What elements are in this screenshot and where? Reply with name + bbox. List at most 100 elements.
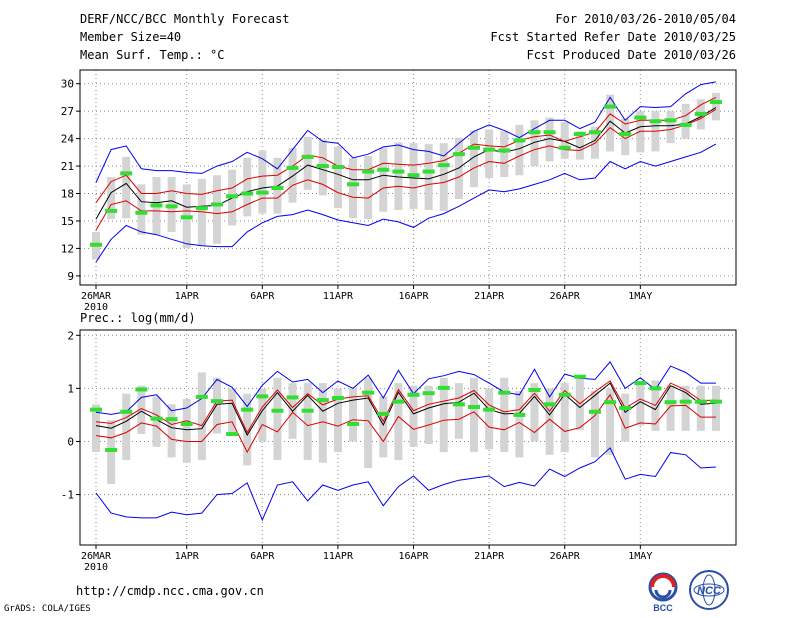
chart-panel-1: 9 12 15 18 21 24 27 30 26MAR 1APR 6APR 11APR 16APR 21…	[61, 69, 737, 313]
variable-label: Mean Surf. Temp.: °C	[80, 48, 225, 62]
y-tick-label: 0	[67, 435, 74, 448]
spread-box	[470, 377, 478, 453]
median-marker	[180, 215, 193, 220]
spread-box	[349, 157, 358, 219]
x-tick-label: 11APR	[323, 551, 354, 562]
spread-box	[243, 157, 252, 217]
chart-title: DERF/NCC/BCC Monthly Forecast	[80, 12, 290, 26]
forecast-period-label: For 2010/03/26-2010/05/04	[555, 12, 736, 26]
spread-box	[560, 383, 569, 453]
y-tick-label: 15	[61, 215, 74, 228]
median-marker	[558, 392, 571, 397]
spread-box	[530, 383, 539, 442]
median-marker	[664, 118, 677, 123]
median-marker	[210, 202, 223, 207]
forecast-started-label: Fcst Started Refer Date 2010/03/25	[490, 30, 736, 44]
spread-box	[273, 377, 282, 461]
median-marker	[573, 132, 586, 137]
x-tick-label: 21APR	[474, 551, 505, 562]
y-tick-label: 27	[61, 105, 74, 118]
median-marker	[543, 402, 556, 407]
median-marker	[105, 447, 118, 452]
spread-box	[212, 175, 221, 244]
median-marker	[588, 130, 601, 135]
y-tick-label: 18	[61, 188, 74, 201]
spread-box	[681, 103, 690, 139]
median-marker	[241, 191, 254, 196]
year-label: 2010	[84, 562, 108, 573]
median-marker	[437, 385, 450, 390]
median-marker	[362, 390, 375, 395]
x-tick-label: 11APR	[323, 291, 354, 302]
median-marker	[619, 132, 632, 137]
x-tick-label: 1MAY	[628, 291, 652, 302]
footer-url-link[interactable]: http://cmdp.ncc.cma.gov.cn	[76, 584, 264, 598]
median-marker	[195, 206, 208, 211]
x-tick-label: 1APR	[175, 551, 200, 562]
spread-box	[379, 147, 388, 212]
spread-box	[333, 146, 342, 209]
median-marker	[105, 208, 118, 213]
plot-frame	[79, 329, 737, 546]
spread-box	[318, 383, 327, 463]
median-marker	[468, 404, 480, 409]
median-marker	[150, 203, 163, 208]
spread-box	[515, 391, 524, 458]
grads-credit: GrADS: COLA/IGES	[4, 604, 91, 614]
median-marker	[301, 154, 314, 159]
median-marker	[301, 408, 314, 413]
spread-box	[636, 383, 645, 426]
median-marker	[694, 111, 707, 116]
median-marker	[120, 171, 133, 176]
spread-box	[137, 385, 146, 435]
median-marker	[347, 182, 360, 187]
spread-box	[454, 383, 463, 439]
spread-box	[152, 396, 161, 447]
median-marker	[694, 399, 707, 404]
median-marker	[331, 395, 344, 400]
x-tick-label: 1MAY	[628, 551, 652, 562]
median-marker	[513, 138, 526, 143]
x-tick-label: 21APR	[474, 291, 505, 302]
spread-box	[107, 420, 116, 484]
x-tick-label: 16APR	[398, 551, 429, 562]
series-line-lower-quartile	[95, 108, 717, 231]
spread-box	[333, 388, 342, 453]
series-line-upper-quartile	[95, 380, 716, 434]
spread-box	[439, 143, 448, 211]
median-marker	[392, 399, 405, 404]
median-marker	[679, 122, 692, 127]
spread-box	[621, 393, 630, 442]
median-marker	[407, 392, 420, 397]
median-marker	[452, 402, 465, 407]
median-marker	[316, 164, 329, 169]
median-marker	[347, 421, 360, 426]
year-label: 2010	[84, 302, 108, 313]
median-marker	[528, 387, 541, 392]
x-tick-label: 1APR	[175, 291, 200, 302]
member-size-label: Member Size=40	[80, 30, 182, 44]
spread-box	[182, 399, 191, 463]
median-marker	[679, 399, 692, 404]
x-tick-label: 16APR	[398, 291, 429, 302]
chart-panel-2: -1 0 1 2 26MAR 1APR 6APR 11APR 16APR 21APR 26APR 1M…	[61, 311, 737, 573]
spread-box	[485, 388, 494, 450]
y-tick-label: 12	[61, 242, 74, 255]
spread-box	[485, 129, 494, 178]
spread-box	[515, 124, 524, 176]
median-marker	[468, 145, 480, 150]
series-line-upper-quartile	[95, 96, 717, 203]
median-marker	[573, 374, 586, 379]
median-marker	[634, 115, 647, 120]
median-marker	[407, 173, 420, 178]
ncc-logo: NCC	[689, 570, 729, 610]
median-marker	[331, 164, 344, 169]
spread-box	[349, 388, 358, 442]
median-marker	[256, 190, 269, 195]
spread-box	[122, 156, 131, 219]
median-marker	[513, 412, 526, 417]
spread-box	[470, 130, 478, 188]
median-marker	[422, 391, 435, 396]
spread-box	[107, 177, 116, 220]
